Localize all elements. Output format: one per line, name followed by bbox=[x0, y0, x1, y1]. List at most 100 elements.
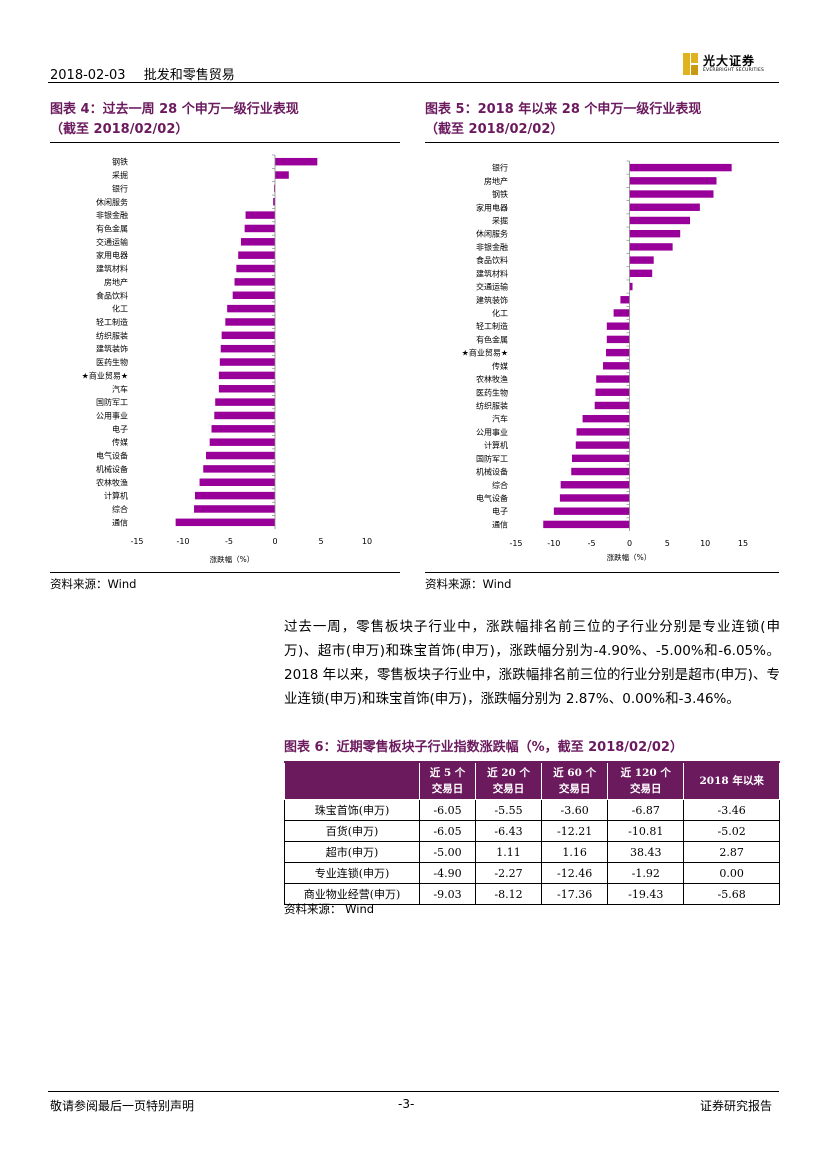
bar bbox=[571, 454, 630, 463]
category-label: 通信 bbox=[112, 517, 128, 527]
fig4-top-rule bbox=[50, 142, 400, 143]
bar bbox=[273, 198, 275, 206]
table-cell: -10.81 bbox=[607, 820, 685, 842]
bar bbox=[629, 163, 732, 172]
footer-disclaimer: 敬请参阅最后一页特别声明 bbox=[50, 1099, 195, 1113]
footer-report-type: 证券研究报告 bbox=[700, 1099, 773, 1113]
bar bbox=[613, 309, 630, 317]
category-label: 房地产 bbox=[484, 176, 508, 186]
table-cell: -6.05 bbox=[419, 820, 476, 842]
x-axis-label: 涨跌幅（%） bbox=[210, 554, 255, 564]
category-label: 有色金属 bbox=[96, 223, 128, 233]
fig5-title-line2: （截至 2018/02/02） bbox=[425, 122, 564, 137]
table-row-label: 专业连锁(申万) bbox=[284, 862, 420, 884]
category-label: 建筑材料 bbox=[476, 268, 508, 278]
category-label: 银行 bbox=[112, 183, 128, 193]
table-cell: 1.16 bbox=[541, 841, 609, 863]
category-label: 农林牧渔 bbox=[476, 374, 508, 384]
category-label: 采掘 bbox=[112, 170, 128, 180]
bar bbox=[594, 401, 630, 410]
category-label: 家用电器 bbox=[96, 250, 128, 260]
category-label: 休闲服务 bbox=[476, 229, 508, 239]
table-cell: 1.11 bbox=[474, 841, 543, 863]
bar bbox=[575, 441, 630, 449]
category-label: 建筑装饰 bbox=[96, 344, 128, 354]
bar bbox=[629, 203, 700, 211]
category-label: 非银金融 bbox=[96, 210, 128, 220]
category-label: 房地产 bbox=[104, 277, 128, 287]
bar bbox=[203, 465, 275, 473]
table-row: 超市(申万) -5.00 1.11 1.16 38.43 2.87 bbox=[284, 841, 780, 863]
category-label: 通信 bbox=[492, 519, 508, 529]
bar bbox=[175, 518, 275, 527]
bar bbox=[629, 177, 717, 185]
category-label: 采掘 bbox=[492, 215, 508, 225]
table-cell: -5.68 bbox=[683, 883, 780, 905]
table-cell: -6.87 bbox=[607, 799, 685, 821]
fig4-bottom-rule bbox=[50, 572, 400, 573]
x-axis-label: 涨跌幅（%） bbox=[607, 552, 652, 562]
logo-mark-icon bbox=[683, 53, 698, 75]
table-cell: 0.00 bbox=[683, 862, 780, 884]
bar bbox=[629, 216, 691, 225]
table6-source: 资料来源： Wind bbox=[284, 902, 375, 916]
table-cell: -8.12 bbox=[474, 883, 543, 905]
category-label: 钢铁 bbox=[112, 157, 128, 167]
category-label: ★商业贸易★ bbox=[82, 370, 128, 380]
category-label: 汽车 bbox=[112, 384, 128, 394]
bar bbox=[582, 414, 630, 423]
category-label: 机械设备 bbox=[96, 464, 128, 474]
bar bbox=[275, 157, 318, 166]
bar bbox=[238, 251, 275, 259]
table-row: 商业物业经营(申万) -9.03 -8.12 -17.36 -19.43 -5.68 bbox=[284, 883, 780, 905]
category-label: 国防军工 bbox=[96, 397, 128, 407]
category-label: 银行 bbox=[492, 163, 508, 173]
bar bbox=[221, 331, 275, 340]
bar bbox=[606, 348, 630, 357]
table-header-cell bbox=[284, 761, 420, 800]
bar bbox=[629, 190, 714, 198]
table-cell: -4.90 bbox=[419, 862, 476, 884]
fig5-top-rule bbox=[425, 142, 779, 143]
bar bbox=[199, 478, 275, 486]
logo-text-cn: 光大证券 bbox=[703, 54, 756, 68]
logo-text-en: EVERBRIGHT SECURITIES bbox=[703, 68, 765, 73]
table-header-cell: 近 120 个交易日 bbox=[607, 761, 685, 800]
category-label: 农林牧渔 bbox=[96, 477, 128, 487]
table-header-cell: 近 60 个交易日 bbox=[541, 761, 609, 800]
bar bbox=[629, 229, 681, 238]
table-row-label: 珠宝首饰(申万) bbox=[284, 799, 420, 821]
bar bbox=[606, 335, 630, 344]
fig5-title: 图表 5：2018 年以来 28 个申万一级行业表现 （截至 2018/02/0… bbox=[425, 100, 777, 140]
fig4-title: 图表 4：过去一周 28 个申万一级行业表现 （截至 2018/02/02） bbox=[50, 100, 400, 140]
table-cell: -19.43 bbox=[607, 883, 685, 905]
x-tick-label: -15 bbox=[130, 537, 143, 546]
page-number: -3- bbox=[398, 1097, 415, 1111]
bar bbox=[240, 238, 275, 246]
category-label: 化工 bbox=[492, 308, 508, 318]
bar bbox=[596, 375, 630, 383]
category-label: 钢铁 bbox=[492, 189, 508, 199]
table-cell: 2.87 bbox=[683, 841, 780, 863]
category-label: 电子 bbox=[492, 506, 508, 516]
table-cell: -12.46 bbox=[541, 862, 609, 884]
table-cell: -6.05 bbox=[419, 799, 476, 821]
category-label: 国防军工 bbox=[476, 453, 508, 463]
table-row: 专业连锁(申万) -4.90 -2.27 -12.46 -1.92 0.00 bbox=[284, 862, 780, 884]
category-label: 食品饮料 bbox=[476, 255, 508, 265]
x-tick-label: 10 bbox=[700, 539, 710, 548]
fig4-title-line2: （截至 2018/02/02） bbox=[50, 122, 189, 137]
table-header-cell: 近 5 个交易日 bbox=[419, 761, 476, 800]
table-cell: -5.02 bbox=[683, 820, 780, 842]
table-cell: -6.43 bbox=[474, 820, 543, 842]
report-date: 2018-02-03 bbox=[50, 68, 126, 83]
x-tick-label: 0 bbox=[272, 537, 277, 546]
bar bbox=[227, 304, 275, 313]
x-tick-label: 0 bbox=[627, 539, 632, 548]
fig5-bar-chart: 银行房地产钢铁家用电器采掘休闲服务非银金融食品饮料建筑材料交通运输建筑装饰化工轻… bbox=[462, 160, 748, 562]
bar bbox=[209, 438, 275, 446]
fig5-bottom-rule bbox=[425, 572, 779, 573]
category-label: 轻工制造 bbox=[476, 321, 508, 331]
category-label: 非银金融 bbox=[476, 242, 508, 252]
category-label: 医药生物 bbox=[96, 357, 128, 367]
